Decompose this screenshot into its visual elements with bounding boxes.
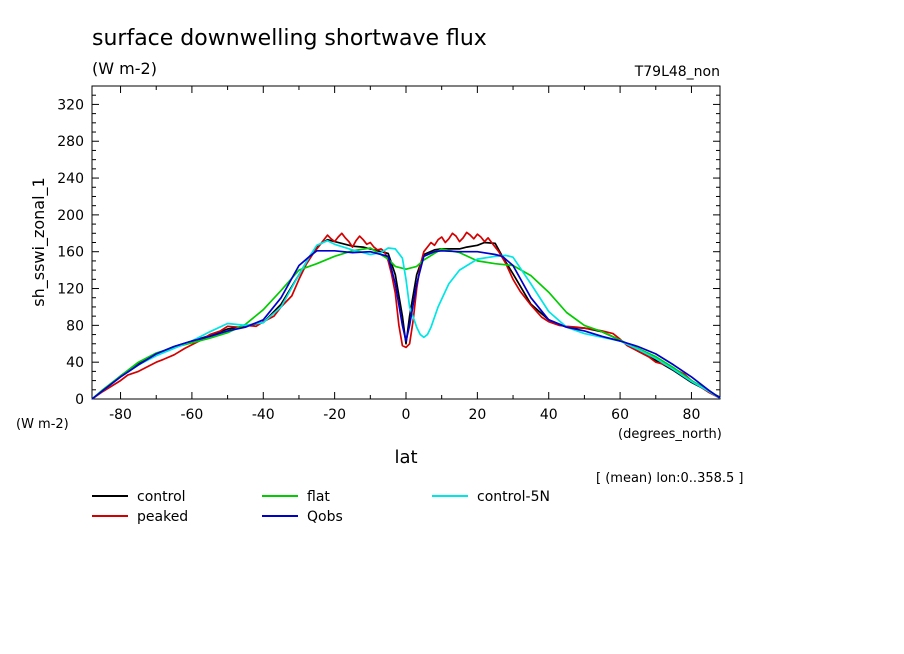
- x-axis-units: (degrees_north): [618, 427, 722, 442]
- y-tick-label: 120: [57, 282, 84, 298]
- series-line-control: [91, 238, 721, 400]
- x-axis-label: lat: [394, 447, 417, 468]
- y-tick-label: 80: [66, 318, 84, 334]
- series-line-qobs: [91, 249, 721, 400]
- y-tick-label: 0: [75, 392, 84, 408]
- x-tick-label: 0: [402, 407, 411, 423]
- legend-label-control: control: [137, 489, 186, 505]
- legend-label-control-5n: control-5N: [477, 489, 550, 505]
- series-line-peaked: [91, 231, 721, 400]
- x-tick-label: -40: [252, 407, 275, 423]
- y-tick-label: 40: [66, 355, 84, 371]
- legend-label-peaked: peaked: [137, 509, 188, 525]
- y-tick-label: 160: [57, 245, 84, 261]
- chart-subtitle: (W m-2): [92, 59, 157, 78]
- y-tick-label: 240: [57, 171, 84, 187]
- run-label: T79L48_non: [634, 64, 720, 80]
- legend-label-qobs: Qobs: [307, 509, 343, 525]
- x-tick-label: 60: [611, 407, 629, 423]
- series-line-flat: [91, 247, 721, 400]
- y-tick-label: 200: [57, 208, 84, 224]
- x-tick-label: 20: [468, 407, 486, 423]
- chart-title: surface downwelling shortwave flux: [92, 26, 487, 51]
- x-tick-label: 80: [683, 407, 701, 423]
- mean-note: [ (mean) lon:0..358.5 ]: [596, 471, 744, 486]
- y-tick-label: 320: [57, 97, 84, 113]
- y-axis-units: (W m-2): [16, 417, 69, 432]
- legend-label-flat: flat: [307, 489, 330, 505]
- x-tick-label: -80: [109, 407, 132, 423]
- x-axis: -80 -60 -40 -20 0 20 40 60 80: [109, 86, 700, 423]
- x-tick-label: -20: [323, 407, 346, 423]
- x-tick-label: 40: [540, 407, 558, 423]
- y-axis-label: sh_sswi_zonal_1: [29, 177, 49, 306]
- series-line-control-5n: [91, 239, 721, 400]
- legend: control peaked flat control-5N Qobs: [92, 489, 550, 525]
- y-axis: 0 40 80 120 160 200 240 280 320: [57, 94, 720, 408]
- series-layer: [91, 231, 721, 400]
- plot-frame: [91, 85, 721, 400]
- x-tick-label: -60: [180, 407, 203, 423]
- y-tick-label: 280: [57, 134, 84, 150]
